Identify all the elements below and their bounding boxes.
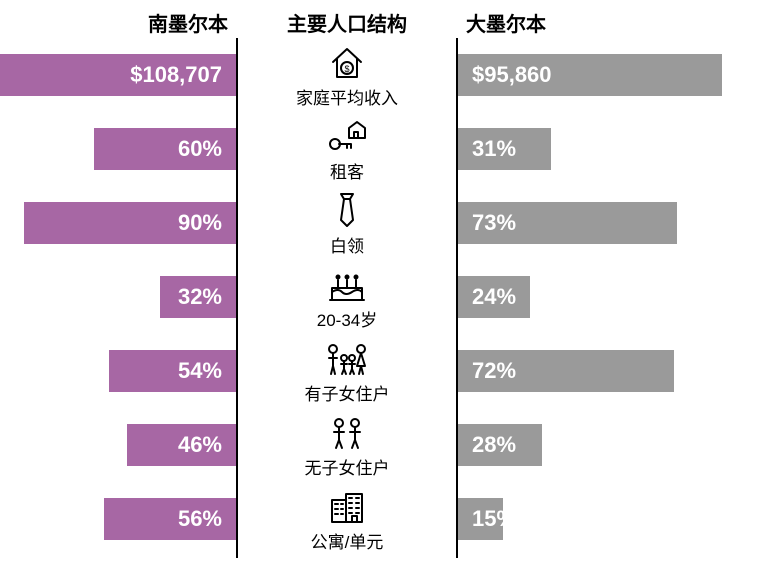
- left-bar-value: $108,707: [130, 62, 222, 88]
- house-dollar-icon: $: [238, 44, 456, 80]
- right-bar-value: $95,860: [472, 62, 552, 88]
- left-row: 56%: [0, 482, 238, 556]
- left-bar: 32%: [160, 276, 236, 318]
- right-row: $95,860: [456, 38, 756, 112]
- right-bar: $95,860: [458, 54, 722, 96]
- left-row: 60%: [0, 112, 238, 186]
- right-bar-value: 73%: [472, 210, 516, 236]
- center-row: 租客: [238, 118, 456, 183]
- left-bar: 54%: [109, 350, 236, 392]
- left-bar: 60%: [94, 128, 236, 170]
- left-row: 32%: [0, 260, 238, 334]
- center-row: 白领: [238, 192, 456, 257]
- center-heading: 主要人口结构: [287, 8, 407, 37]
- right-bar: 72%: [458, 350, 674, 392]
- center-row: 无子女住户: [238, 414, 456, 479]
- left-bar-value: 56%: [178, 506, 222, 532]
- key-house-icon: [238, 118, 456, 154]
- right-bar: 15%: [458, 498, 503, 540]
- center-label: 白领: [238, 232, 456, 257]
- left-heading: 南墨尔本: [148, 8, 228, 37]
- center-label: 家庭平均收入: [238, 84, 456, 109]
- center-label: 公寓/单元: [238, 528, 456, 553]
- center-label: 无子女住户: [238, 454, 456, 479]
- svg-text:$: $: [344, 64, 349, 74]
- right-bar-value: 72%: [472, 358, 516, 384]
- right-bar-value: 15%: [472, 506, 516, 532]
- right-bar: 28%: [458, 424, 542, 466]
- building-icon: [238, 488, 456, 524]
- left-row: 46%: [0, 408, 238, 482]
- center-label: 租客: [238, 158, 456, 183]
- right-bar: 31%: [458, 128, 551, 170]
- center-label: 20-34岁: [238, 306, 456, 331]
- left-bar: 90%: [24, 202, 236, 244]
- center-row: 有子女住户: [238, 340, 456, 405]
- right-row: 31%: [456, 112, 756, 186]
- right-bar: 73%: [458, 202, 677, 244]
- cake-icon: [238, 266, 456, 302]
- family-nokids-icon: [238, 414, 456, 450]
- right-row: 24%: [456, 260, 756, 334]
- left-row: 90%: [0, 186, 238, 260]
- right-bar: 24%: [458, 276, 530, 318]
- center-row: $ 家庭平均收入: [238, 44, 456, 109]
- right-bar-value: 31%: [472, 136, 516, 162]
- left-bar: $108,707: [0, 54, 236, 96]
- right-row: 15%: [456, 482, 756, 556]
- center-row: 公寓/单元: [238, 488, 456, 553]
- comparison-chart: 南墨尔本 $108,707 60% 90% 32% 54% 46% 56% 主要人口结构 $…: [0, 0, 759, 564]
- right-row: 28%: [456, 408, 756, 482]
- family-kids-icon: [238, 340, 456, 376]
- right-row: 72%: [456, 334, 756, 408]
- center-label: 有子女住户: [238, 380, 456, 405]
- right-bar-value: 24%: [472, 284, 516, 310]
- left-bar-value: 54%: [178, 358, 222, 384]
- center-row: 20-34岁: [238, 266, 456, 331]
- left-bar: 56%: [104, 498, 236, 540]
- right-heading: 大墨尔本: [466, 8, 546, 37]
- right-bar-value: 28%: [472, 432, 516, 458]
- left-row: 54%: [0, 334, 238, 408]
- left-bar-value: 60%: [178, 136, 222, 162]
- left-bar-value: 46%: [178, 432, 222, 458]
- left-row: $108,707: [0, 38, 238, 112]
- right-row: 73%: [456, 186, 756, 260]
- left-bar-value: 90%: [178, 210, 222, 236]
- left-bar: 46%: [127, 424, 236, 466]
- tie-icon: [238, 192, 456, 228]
- left-bar-value: 32%: [178, 284, 222, 310]
